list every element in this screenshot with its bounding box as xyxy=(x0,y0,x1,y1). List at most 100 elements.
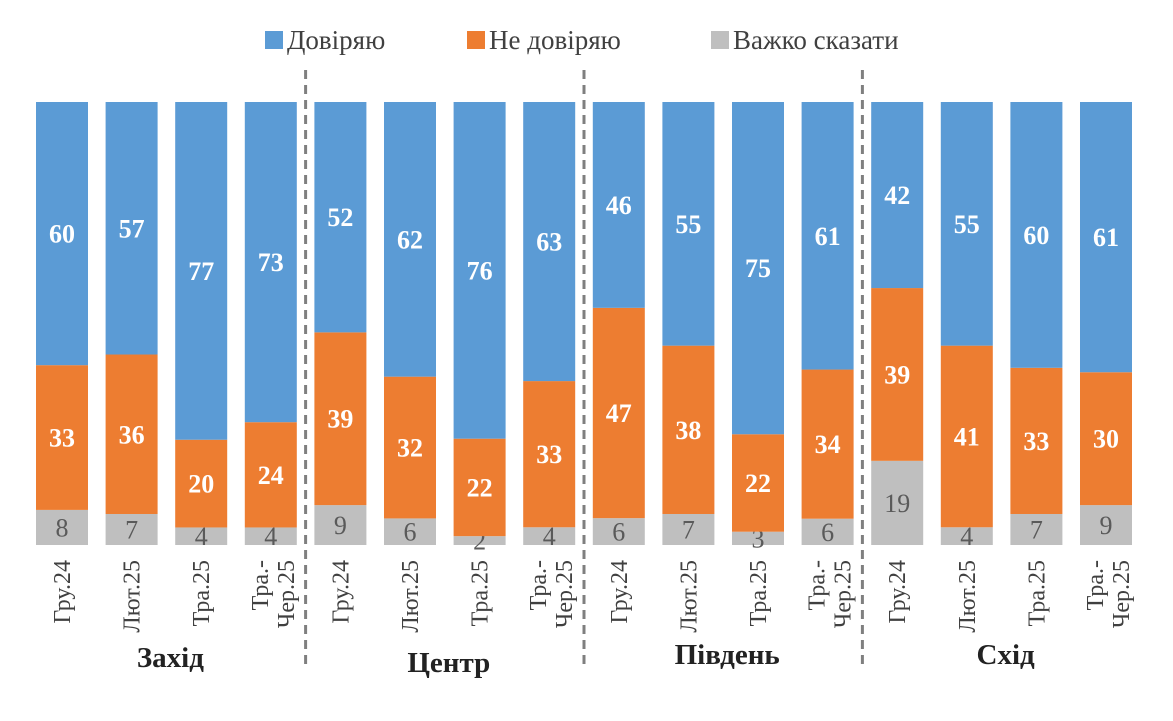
bar-segment-distrust xyxy=(801,369,854,519)
tick-line: Лют.25 xyxy=(955,560,981,633)
data-label: 41 xyxy=(954,422,980,451)
data-label: 7 xyxy=(125,515,138,544)
data-label: 33 xyxy=(1023,427,1049,456)
tick-line: Чер.25 xyxy=(274,560,300,628)
data-label: 73 xyxy=(258,248,284,277)
legend-swatch xyxy=(711,31,729,49)
bar-segment-trust xyxy=(592,102,645,308)
group-label: Південь xyxy=(675,639,780,671)
data-label: 57 xyxy=(119,214,145,243)
bar-segment-trust xyxy=(175,102,228,440)
data-label: 4 xyxy=(543,522,556,551)
legend-item: Довіряю xyxy=(265,25,385,55)
bar-segment-distrust xyxy=(523,381,576,528)
data-label: 9 xyxy=(1100,511,1113,540)
x-tick-label: Лют.25 xyxy=(676,560,702,633)
bar-segment-distrust xyxy=(1010,367,1063,514)
data-label: 32 xyxy=(397,434,423,463)
data-label: 7 xyxy=(1030,515,1043,544)
group-label: Схід xyxy=(977,639,1036,671)
bars: 8336073657420774247393952632622227643363… xyxy=(36,102,1132,556)
tick-line: Гру.24 xyxy=(607,560,633,624)
tick-line: Тра.25 xyxy=(746,560,772,626)
bar-stack: 4 41 55 xyxy=(940,102,993,551)
bar-segment-trust xyxy=(1080,102,1132,373)
bar-segment-trust xyxy=(662,102,715,346)
bar-segment-trust xyxy=(314,102,367,333)
bar-segment-distrust xyxy=(662,345,715,514)
tick-line: Лют.25 xyxy=(676,560,702,633)
data-label: 42 xyxy=(884,181,910,210)
x-tick-label: Лют.25 xyxy=(120,560,146,633)
bar-stack: 8 33 60 xyxy=(36,102,88,545)
tick-line: Тра.- xyxy=(248,560,274,610)
group-labels: Захід Центр Південь Схід xyxy=(137,639,1035,679)
data-label: 9 xyxy=(334,511,347,540)
x-tick-label: Тра.25 xyxy=(746,560,772,626)
data-label: 55 xyxy=(675,210,701,239)
data-label: 55 xyxy=(954,210,980,239)
bar-segment-hard xyxy=(36,509,88,545)
bar-segment-distrust xyxy=(871,288,924,461)
data-label: 77 xyxy=(188,257,214,286)
bar-stack: 9 39 52 xyxy=(314,102,367,545)
bar-stack: 7 33 60 xyxy=(1010,102,1063,545)
x-tick-label: Лют.25 xyxy=(398,560,424,633)
bar-segment-trust xyxy=(105,102,158,355)
bar-segment-hard xyxy=(1080,505,1132,545)
bar-segment-distrust xyxy=(244,422,297,528)
bar-segment-hard xyxy=(244,527,297,545)
bar-stack: 6 34 61 xyxy=(801,102,854,547)
bar-segment-trust xyxy=(453,102,506,439)
tick-line: Гру.24 xyxy=(885,560,911,624)
data-label: 76 xyxy=(467,256,493,285)
bar-segment-trust xyxy=(244,102,297,423)
bar-stack: 4 33 63 xyxy=(523,102,576,551)
data-label: 39 xyxy=(327,405,353,434)
bar-segment-trust xyxy=(940,102,993,346)
data-label: 36 xyxy=(119,420,145,449)
bar-stack: 4 24 73 xyxy=(244,102,297,551)
tick-line: Тра.- xyxy=(526,560,552,610)
data-label: 52 xyxy=(327,203,353,232)
x-tick-label: Тра.-Чер.25 xyxy=(526,560,578,628)
data-label: 4 xyxy=(195,522,208,551)
legend-label: Довіряю xyxy=(287,25,385,55)
x-tick-label: Лют.25 xyxy=(955,560,981,633)
data-label: 34 xyxy=(815,430,841,459)
tick-line: Тра.25 xyxy=(468,560,494,626)
bar-stack: 6 32 62 xyxy=(384,102,436,547)
data-label: 19 xyxy=(884,489,910,518)
bar-stack: 7 38 55 xyxy=(662,102,715,545)
bar-segment-hard xyxy=(384,518,436,545)
x-tick-label: Тра.-Чер.25 xyxy=(248,560,300,628)
x-tick-label: Гру.24 xyxy=(885,560,911,624)
data-label: 33 xyxy=(49,424,75,453)
bar-segment-hard xyxy=(523,527,576,545)
data-label: 38 xyxy=(675,416,701,445)
data-label: 6 xyxy=(821,518,834,547)
data-label: 4 xyxy=(264,522,277,551)
bar-segment-distrust xyxy=(453,438,506,537)
bar-stack: 4 20 77 xyxy=(175,102,228,551)
data-label: 7 xyxy=(682,515,695,544)
tick-line: Чер.25 xyxy=(831,560,857,628)
tick-line: Чер.25 xyxy=(1109,560,1135,628)
tick-line: Лют.25 xyxy=(398,560,424,633)
bar-segment-trust xyxy=(523,102,576,382)
data-label: 60 xyxy=(49,220,75,249)
bar-segment-distrust xyxy=(1080,372,1132,506)
legend: Довіряю Не довіряю Важко сказати xyxy=(265,25,899,55)
x-tick-label: Тра.-Чер.25 xyxy=(1083,560,1135,628)
bar-segment-hard xyxy=(801,518,854,545)
bar-segment-hard xyxy=(314,505,367,545)
x-tick-label: Тра.25 xyxy=(1024,560,1050,626)
data-label: 60 xyxy=(1023,221,1049,250)
bar-stack: 9 30 61 xyxy=(1080,102,1132,545)
bar-segment-hard xyxy=(1010,513,1063,545)
bar-segment-distrust xyxy=(175,439,228,528)
bar-segment-hard xyxy=(662,513,715,545)
